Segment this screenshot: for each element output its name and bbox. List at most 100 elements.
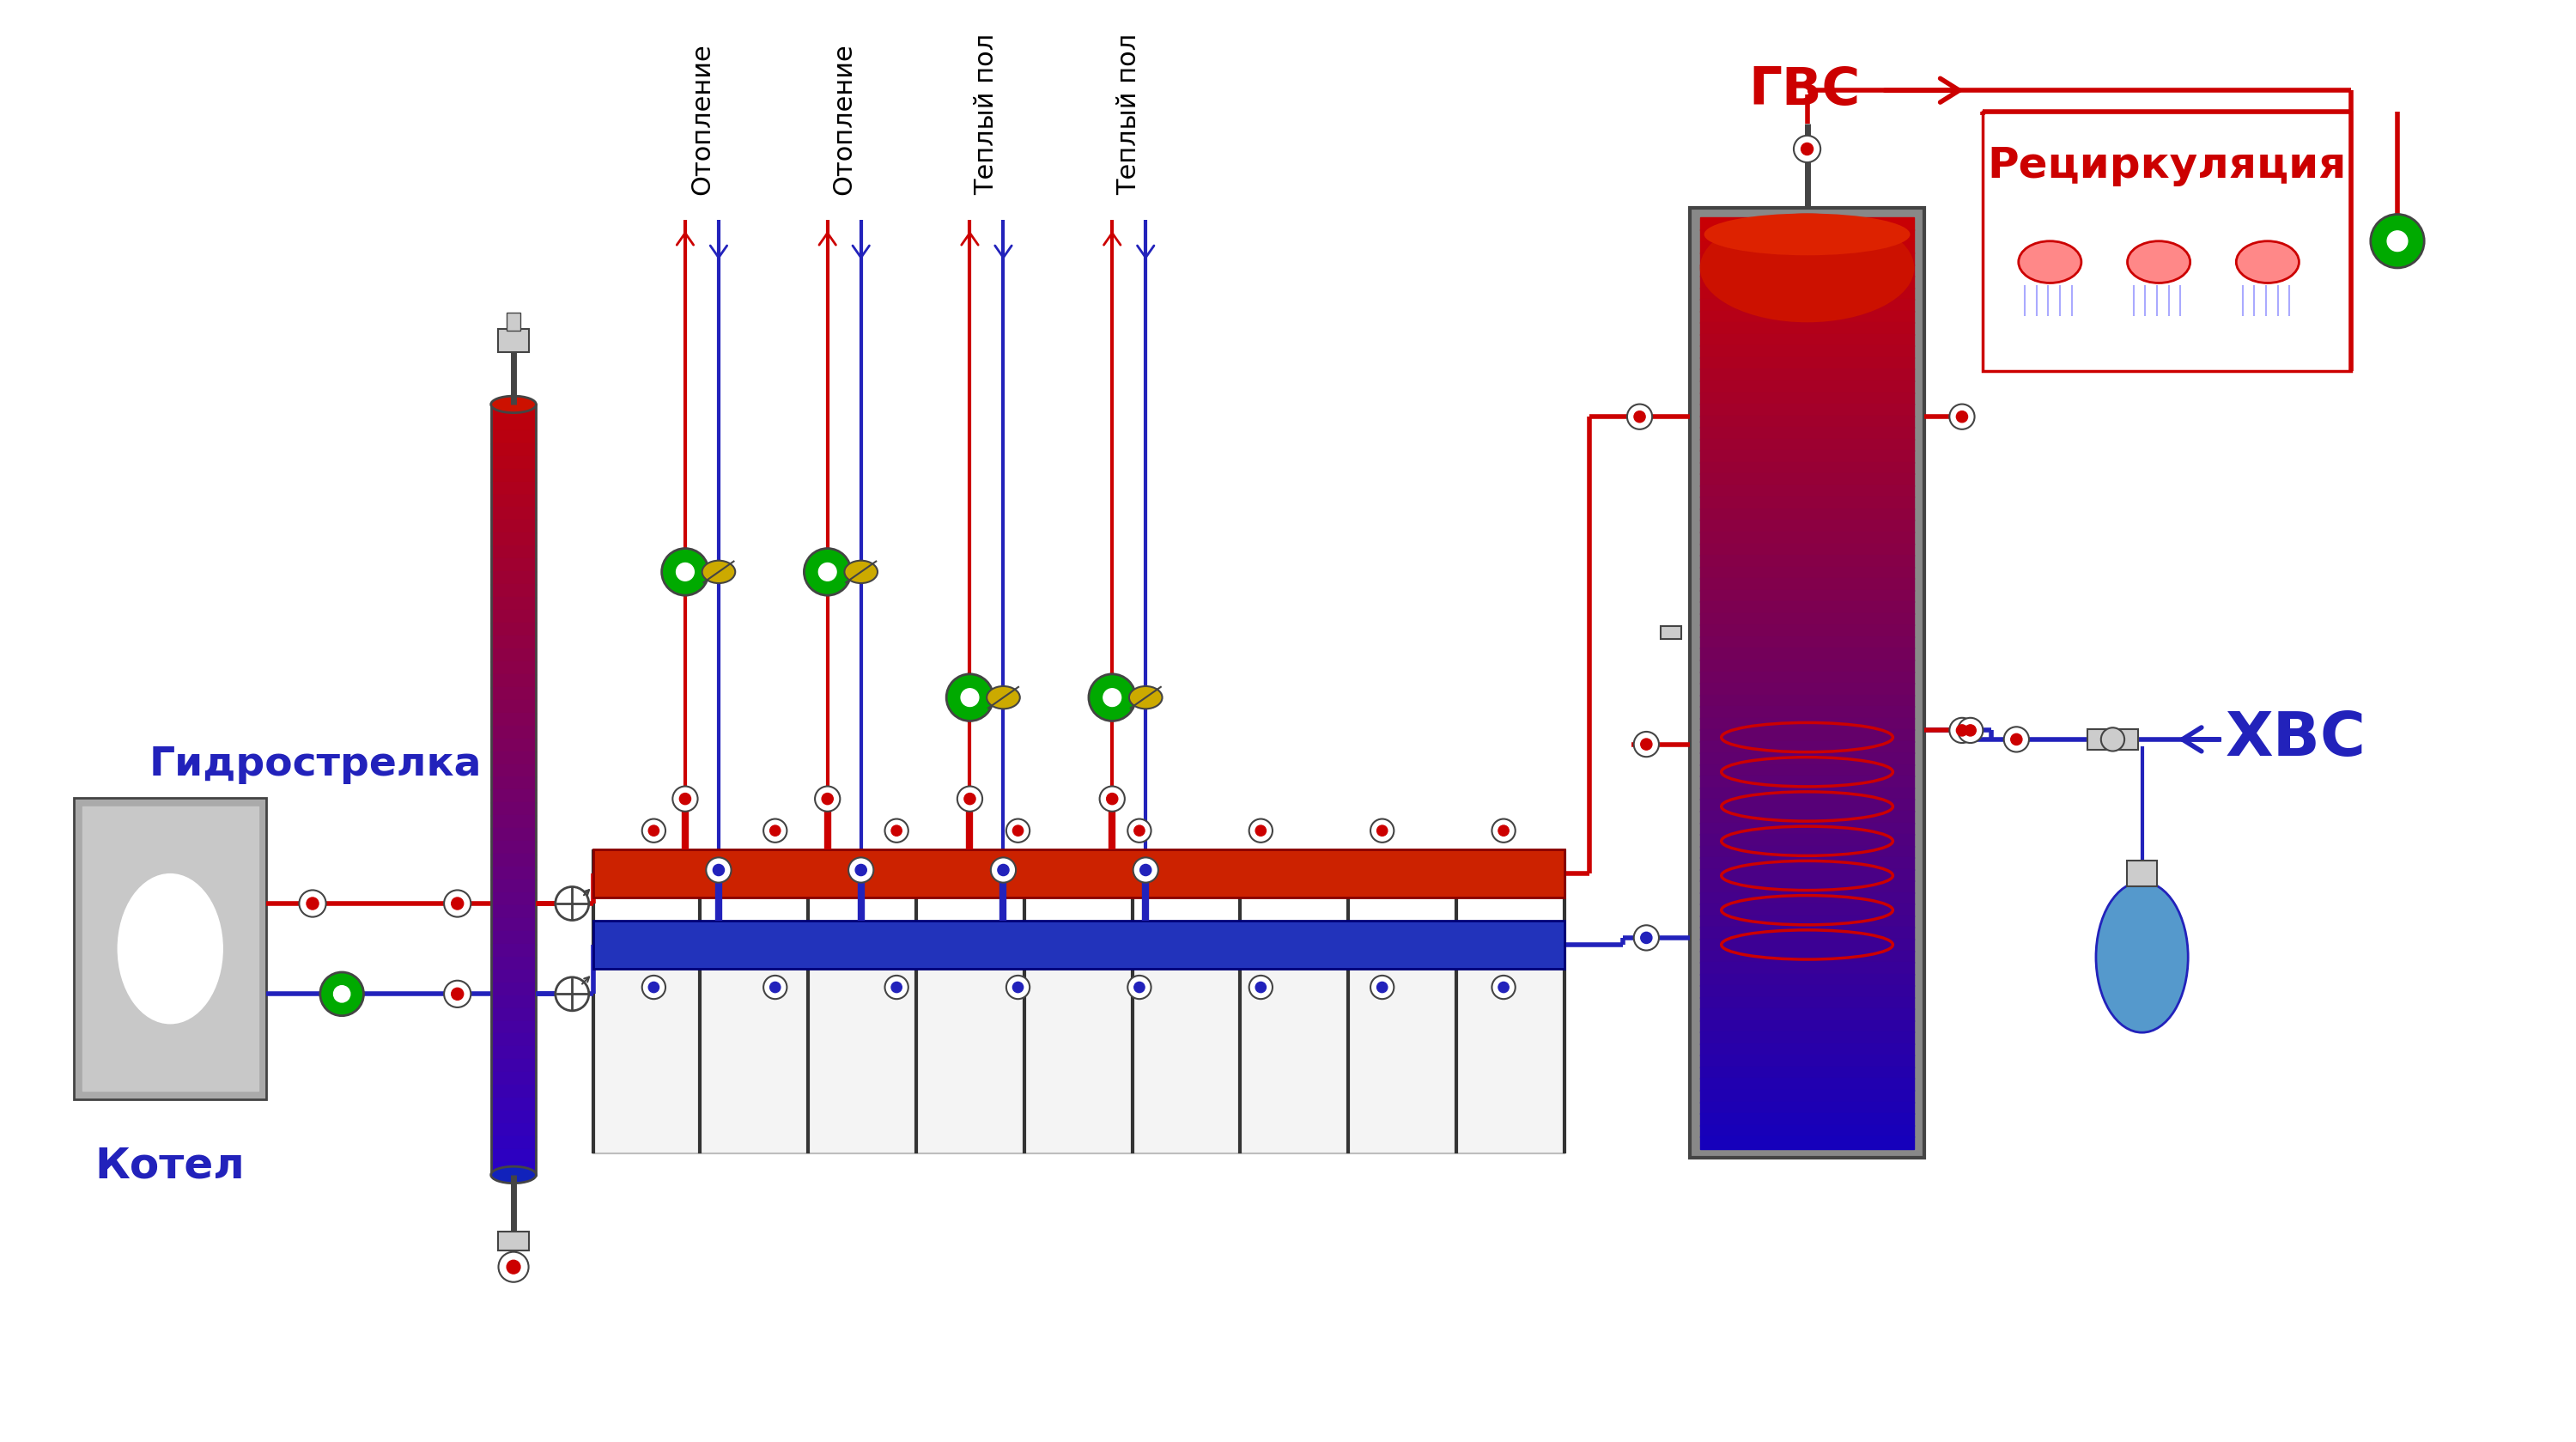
- Bar: [1700, 1090, 1914, 1102]
- Bar: [492, 982, 536, 996]
- Ellipse shape: [845, 561, 878, 583]
- Ellipse shape: [2097, 881, 2187, 1032]
- Circle shape: [762, 976, 786, 999]
- Circle shape: [1965, 725, 1976, 735]
- Bar: [492, 1097, 536, 1112]
- Circle shape: [958, 786, 981, 812]
- Circle shape: [1370, 976, 1394, 999]
- Bar: [1700, 218, 1914, 231]
- Bar: [492, 456, 536, 470]
- Bar: [1700, 684, 1914, 695]
- Circle shape: [814, 786, 840, 812]
- Circle shape: [770, 825, 781, 836]
- Bar: [492, 893, 536, 906]
- Circle shape: [1370, 819, 1394, 842]
- Bar: [492, 1084, 536, 1099]
- Text: Котел: Котел: [95, 1145, 245, 1187]
- Bar: [1700, 264, 1914, 277]
- Ellipse shape: [2128, 241, 2190, 283]
- Circle shape: [1950, 404, 1976, 430]
- Bar: [492, 443, 536, 457]
- Circle shape: [891, 825, 902, 836]
- Circle shape: [762, 819, 786, 842]
- Circle shape: [649, 982, 659, 992]
- Bar: [1700, 741, 1914, 754]
- Circle shape: [1955, 411, 1968, 423]
- Bar: [1700, 939, 1914, 952]
- Bar: [592, 849, 1564, 898]
- Bar: [1662, 626, 1682, 639]
- Bar: [492, 597, 536, 611]
- Bar: [492, 404, 536, 418]
- Bar: [492, 906, 536, 919]
- Bar: [1700, 695, 1914, 707]
- Text: Отопление: Отопление: [690, 43, 714, 195]
- Bar: [2128, 861, 2156, 885]
- Bar: [492, 919, 536, 932]
- Circle shape: [1255, 982, 1265, 992]
- Bar: [492, 943, 536, 957]
- Circle shape: [1133, 982, 1144, 992]
- Circle shape: [848, 858, 873, 883]
- Bar: [1700, 1136, 1914, 1149]
- Bar: [492, 521, 536, 534]
- Bar: [492, 495, 536, 508]
- Circle shape: [1378, 982, 1388, 992]
- Bar: [492, 584, 536, 598]
- Bar: [492, 1060, 536, 1073]
- Bar: [492, 1034, 536, 1047]
- Circle shape: [997, 864, 1010, 875]
- Bar: [1700, 764, 1914, 777]
- Circle shape: [855, 864, 866, 875]
- Bar: [1700, 404, 1914, 417]
- Bar: [492, 532, 536, 547]
- Bar: [492, 623, 536, 636]
- Text: ГВС: ГВС: [1749, 65, 1860, 115]
- Bar: [492, 790, 536, 803]
- Circle shape: [1012, 982, 1023, 992]
- Bar: [1700, 473, 1914, 486]
- Bar: [1700, 973, 1914, 986]
- Circle shape: [961, 689, 979, 707]
- Bar: [1700, 1113, 1914, 1126]
- Ellipse shape: [1700, 213, 1914, 323]
- Bar: [492, 956, 536, 970]
- Circle shape: [1133, 858, 1159, 883]
- Circle shape: [1955, 725, 1968, 735]
- Circle shape: [822, 793, 832, 805]
- Text: Теплый пол: Теплый пол: [1115, 33, 1141, 195]
- Bar: [1700, 427, 1914, 440]
- Circle shape: [556, 887, 590, 920]
- Bar: [1700, 358, 1914, 369]
- Circle shape: [1007, 976, 1030, 999]
- Bar: [492, 828, 536, 842]
- Circle shape: [451, 897, 464, 910]
- Bar: [1700, 229, 1914, 242]
- Bar: [492, 867, 536, 881]
- Circle shape: [1499, 982, 1510, 992]
- Circle shape: [1950, 718, 1976, 743]
- Circle shape: [1958, 718, 1984, 743]
- Text: Отопление: Отопление: [832, 43, 858, 195]
- Bar: [1700, 461, 1914, 474]
- Bar: [1700, 392, 1914, 405]
- Bar: [1700, 671, 1914, 684]
- Bar: [1700, 415, 1914, 428]
- Bar: [1700, 1102, 1914, 1115]
- Bar: [507, 313, 520, 330]
- Bar: [1690, 208, 1924, 1158]
- Bar: [1700, 730, 1914, 741]
- Circle shape: [1628, 404, 1651, 430]
- Circle shape: [641, 819, 665, 842]
- Bar: [75, 797, 265, 1099]
- Bar: [1700, 1067, 1914, 1079]
- Circle shape: [1793, 136, 1821, 163]
- Circle shape: [1128, 976, 1151, 999]
- Circle shape: [1103, 689, 1121, 707]
- Bar: [1700, 881, 1914, 893]
- Circle shape: [804, 548, 850, 596]
- Bar: [1700, 1008, 1914, 1021]
- Circle shape: [443, 981, 471, 1008]
- Bar: [1700, 776, 1914, 789]
- Bar: [492, 815, 536, 829]
